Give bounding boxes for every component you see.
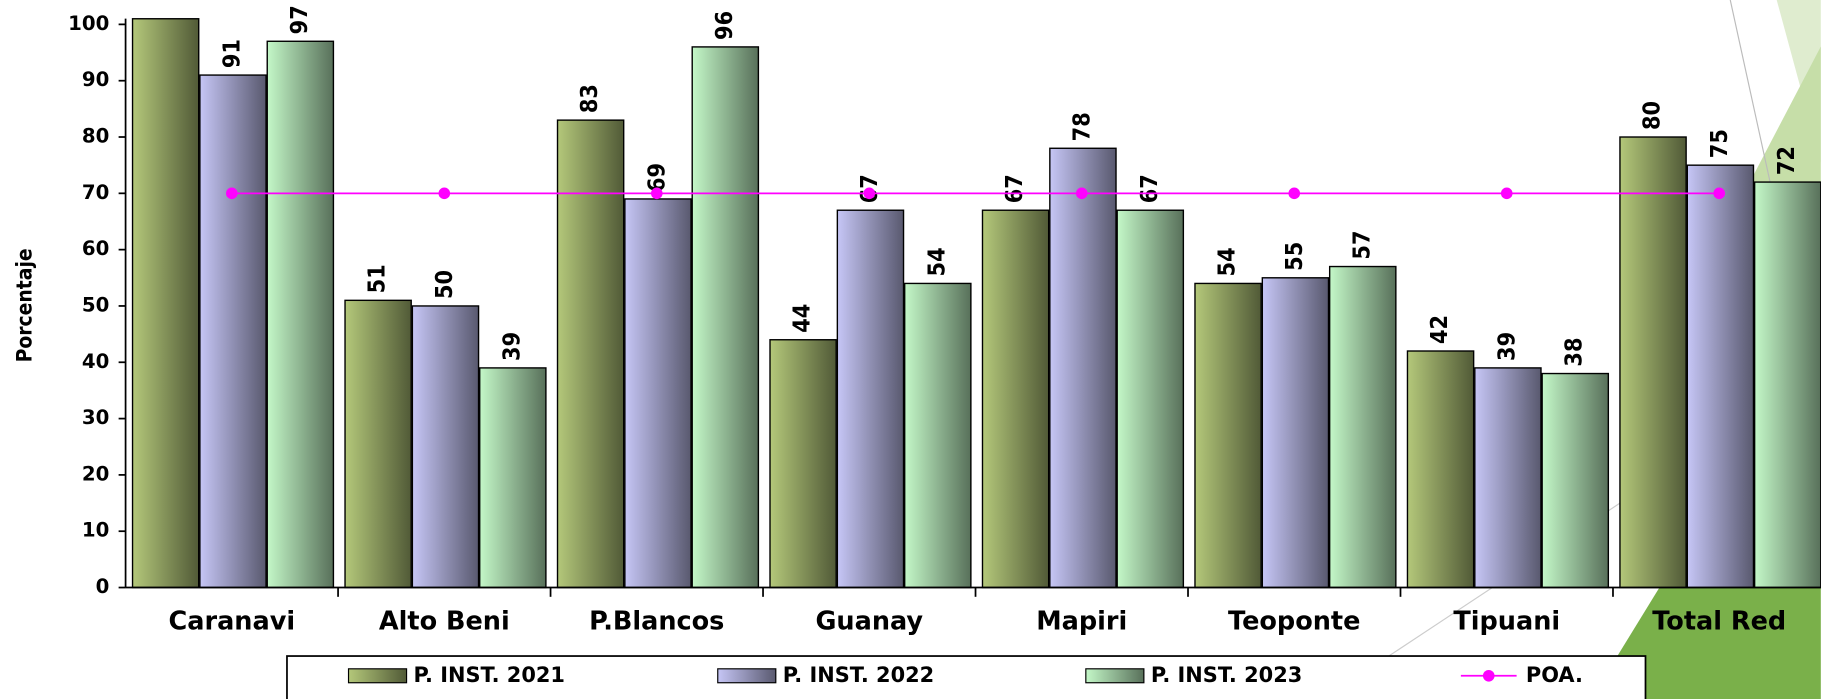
line-marker: [1713, 187, 1726, 200]
x-tick-label: Tipuani: [1453, 606, 1560, 636]
bar: [479, 367, 547, 589]
value-label: 39: [1493, 332, 1520, 361]
legend-label: POA.: [1526, 663, 1583, 687]
line-marker: [863, 187, 876, 200]
value-label: 54: [1214, 247, 1241, 276]
bar: [1261, 277, 1330, 589]
value-label: 83: [576, 84, 603, 113]
bar: [1474, 367, 1542, 589]
x-tick-label: Total Red: [1652, 606, 1786, 636]
bar: [1753, 181, 1821, 589]
line-marker: [226, 187, 238, 200]
value-label: 96: [711, 11, 738, 40]
bar: [199, 74, 267, 589]
bar: [1541, 372, 1610, 589]
value-label: 54: [923, 247, 950, 276]
y-tick-label: 70: [82, 181, 109, 204]
legend-swatch: [347, 668, 408, 684]
value-label: 72: [1773, 146, 1800, 175]
bar: [1116, 209, 1185, 589]
y-tick-label: 30: [82, 406, 109, 429]
value-label: 57: [1348, 230, 1375, 259]
line-marker: [438, 187, 451, 200]
value-label: 78: [1068, 112, 1095, 141]
y-tick-label: 10: [82, 519, 109, 542]
legend-label: P. INST. 2022: [783, 663, 934, 687]
bar: [691, 46, 760, 589]
value-label: 67: [1136, 174, 1163, 203]
bar: [1328, 265, 1397, 589]
bar: [1686, 164, 1755, 589]
bar: [1406, 350, 1475, 589]
value-label: 75: [1706, 129, 1733, 158]
y-tick-label: 40: [82, 350, 109, 373]
line-marker: [650, 187, 663, 200]
x-tick-label: Caranavi: [169, 606, 296, 636]
legend-label: P. INST. 2021: [414, 663, 565, 687]
value-label: 42: [1426, 315, 1453, 344]
legend-label: P. INST. 2023: [1151, 663, 1302, 687]
legend-marker: [1482, 669, 1495, 682]
bar: [1619, 136, 1687, 589]
bar: [344, 299, 412, 589]
bar: [131, 18, 200, 589]
line-marker: [1288, 187, 1301, 200]
legend-box: [286, 655, 1647, 699]
y-tick-label: 0: [96, 575, 110, 598]
bar: [769, 339, 837, 589]
value-label: 50: [431, 270, 458, 299]
y-tick-label: 100: [68, 12, 109, 35]
legend-swatch: [1085, 668, 1145, 684]
bar: [624, 198, 692, 589]
x-tick-label: Guanay: [815, 606, 923, 636]
value-label: 97: [286, 5, 313, 34]
bar: [1049, 147, 1117, 589]
value-label: 51: [364, 264, 391, 293]
bar: [903, 282, 972, 589]
y-tick-label: 90: [82, 68, 109, 91]
value-label: 67: [1001, 174, 1028, 203]
y-tick-label: 50: [82, 293, 109, 316]
bar: [981, 209, 1050, 589]
y-axis-label: Porcentaje: [13, 248, 37, 362]
value-label: 38: [1561, 337, 1588, 366]
line-marker: [1500, 187, 1513, 200]
y-tick-label: 60: [82, 237, 109, 260]
x-tick-label: Teoponte: [1228, 606, 1360, 636]
value-label: 55: [1281, 242, 1308, 271]
bar: [836, 209, 905, 589]
x-tick-label: Alto Beni: [379, 606, 510, 636]
legend-swatch: [717, 668, 777, 684]
value-label: 80: [1639, 101, 1666, 130]
value-label: 44: [789, 304, 816, 333]
y-tick-label: 20: [82, 462, 109, 485]
bar: [266, 40, 335, 589]
value-label: 91: [218, 39, 245, 68]
bar: [411, 305, 480, 589]
y-tick-label: 80: [82, 125, 109, 148]
value-label: 69: [643, 163, 670, 192]
x-tick-label: Mapiri: [1036, 606, 1127, 636]
line-marker: [1075, 187, 1088, 200]
value-label: 39: [498, 332, 525, 361]
bar: [556, 119, 625, 589]
x-tick-label: P.Blancos: [589, 606, 724, 636]
bar: [1194, 282, 1262, 589]
